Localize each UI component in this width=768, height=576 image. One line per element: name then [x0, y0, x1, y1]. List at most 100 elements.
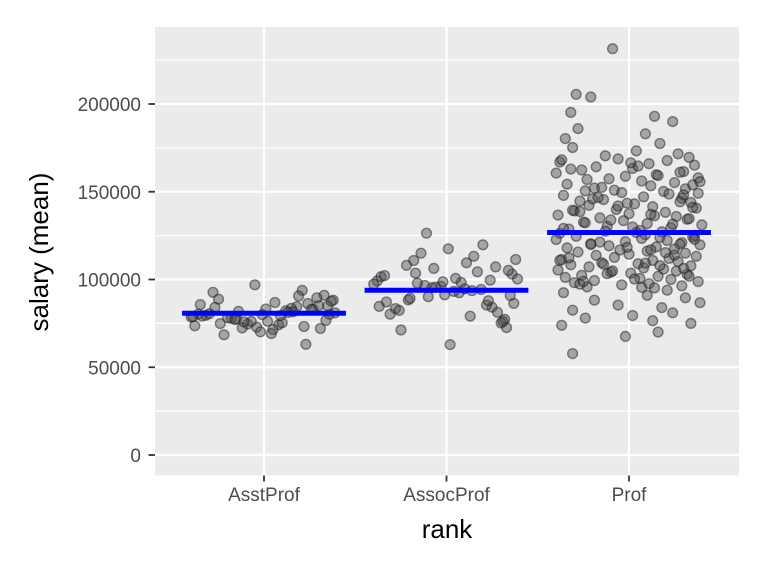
- data-point: [566, 348, 579, 360]
- data-point: [404, 292, 416, 304]
- data-point: [189, 320, 201, 332]
- data-point: [683, 213, 695, 225]
- data-point: [687, 201, 699, 214]
- data-point: [612, 299, 624, 311]
- data-point: [482, 295, 495, 307]
- data-point: [612, 153, 624, 165]
- data-point: [690, 250, 702, 262]
- data-point: [556, 154, 568, 166]
- data-point: [249, 279, 261, 291]
- data-point: [597, 258, 610, 270]
- data-point: [194, 299, 206, 311]
- data-point: [218, 329, 230, 341]
- data-point: [566, 304, 579, 316]
- data-point: [661, 234, 673, 247]
- data-point: [648, 282, 661, 294]
- data-point: [667, 115, 679, 128]
- data-point: [694, 176, 706, 188]
- data-point: [588, 182, 601, 194]
- data-point: [236, 322, 248, 334]
- data-point: [510, 253, 522, 266]
- data-point: [639, 128, 652, 140]
- data-point: [612, 200, 624, 212]
- x-tick-label: Prof: [612, 485, 648, 506]
- data-point: [393, 304, 405, 317]
- data-point: [645, 208, 657, 221]
- mean-bars-layer: [182, 230, 711, 316]
- data-point: [625, 267, 637, 279]
- data-point: [606, 43, 619, 55]
- data-point: [641, 289, 653, 301]
- data-point: [583, 261, 595, 273]
- data-point: [694, 297, 706, 309]
- data-point: [674, 166, 686, 178]
- data-point: [661, 284, 673, 296]
- data-point: [619, 330, 632, 343]
- data-point: [581, 173, 593, 186]
- data-point: [677, 262, 690, 275]
- data-point: [667, 218, 679, 230]
- data-point: [585, 91, 597, 103]
- y-tick-label: 200000: [78, 95, 141, 116]
- data-point: [314, 322, 327, 335]
- data-point: [379, 270, 391, 282]
- data-point: [583, 199, 595, 211]
- data-point: [471, 266, 484, 278]
- data-point: [599, 150, 611, 162]
- data-point: [616, 279, 628, 291]
- data-point: [238, 316, 250, 328]
- data-point: [557, 189, 570, 202]
- data-point: [652, 170, 664, 182]
- mean-crossbar: [364, 287, 529, 293]
- data-point: [647, 315, 659, 327]
- data-point: [311, 292, 323, 304]
- data-point: [552, 209, 564, 221]
- data-point: [688, 233, 701, 245]
- x-tick-label: AsstProf: [228, 485, 301, 506]
- data-point: [491, 306, 504, 318]
- data-point: [572, 123, 584, 135]
- data-point: [667, 307, 679, 319]
- data-point: [502, 264, 515, 277]
- data-point: [437, 276, 449, 288]
- y-axis-title: salary (mean): [24, 173, 54, 332]
- data-point: [656, 302, 668, 314]
- data-point: [460, 257, 473, 269]
- data-point: [497, 315, 509, 328]
- data-point: [561, 242, 573, 254]
- data-point: [625, 157, 637, 169]
- y-tick-label: 100000: [78, 271, 141, 292]
- data-point: [619, 170, 632, 182]
- data-point: [559, 271, 571, 284]
- data-point: [320, 314, 332, 327]
- data-point: [415, 247, 427, 259]
- data-point: [636, 175, 648, 187]
- data-point: [688, 159, 701, 171]
- data-point: [605, 214, 617, 226]
- data-point: [608, 251, 621, 264]
- data-point: [594, 236, 606, 248]
- y-tick-label: 0: [130, 446, 141, 467]
- data-point: [657, 185, 670, 198]
- data-point: [464, 310, 476, 322]
- data-point: [668, 177, 681, 189]
- data-point: [652, 270, 664, 282]
- data-point: [637, 191, 650, 203]
- data-point: [450, 272, 462, 284]
- data-point: [645, 244, 657, 256]
- data-point: [645, 180, 657, 192]
- data-point: [511, 273, 524, 285]
- data-point: [556, 319, 568, 331]
- mean-crossbar: [547, 230, 711, 236]
- data-point: [636, 281, 648, 294]
- data-point: [300, 338, 312, 350]
- data-point: [592, 191, 604, 204]
- data-point: [663, 188, 675, 200]
- data-point: [550, 167, 562, 179]
- data-point: [659, 247, 672, 259]
- data-point: [676, 280, 688, 292]
- axis-tick-marks: [148, 103, 630, 482]
- data-point: [626, 309, 639, 322]
- data-point: [621, 197, 633, 209]
